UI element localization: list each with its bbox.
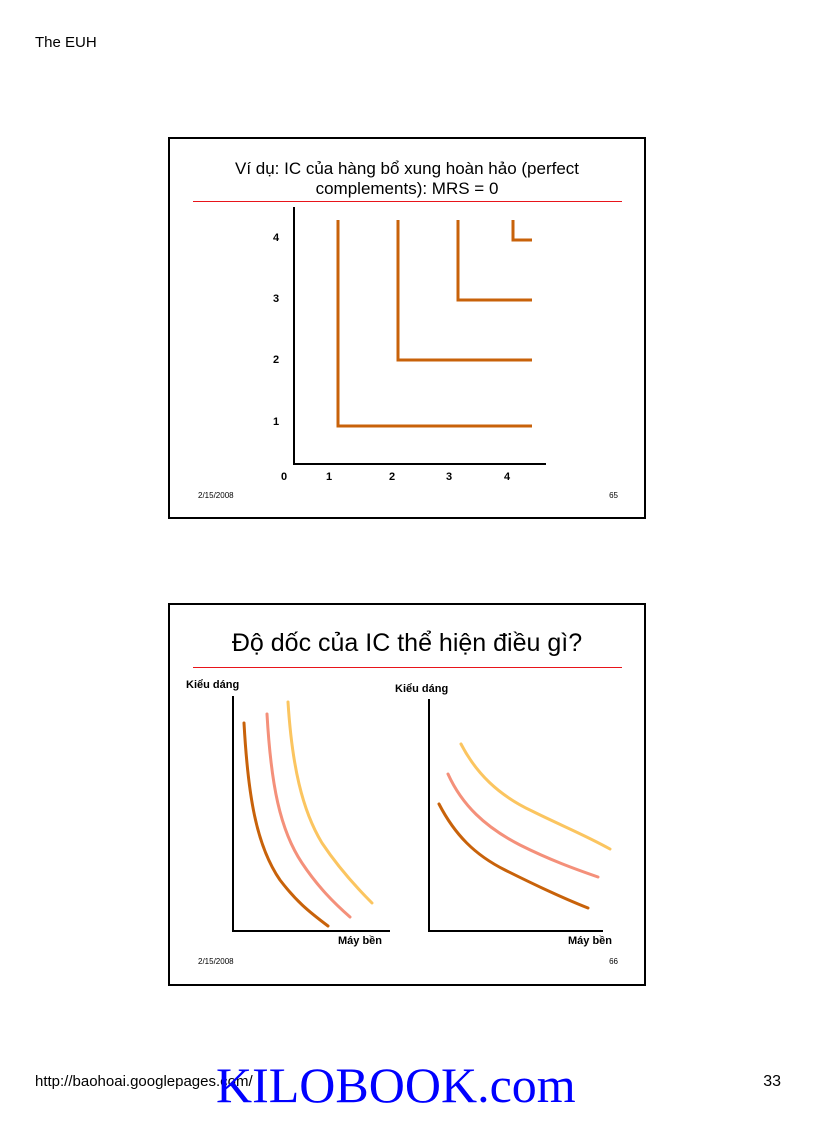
slide-title-line1: Ví dụ: IC của hàng bổ xung hoàn hảo (per… bbox=[234, 159, 580, 178]
page-header: The EUH bbox=[35, 34, 97, 51]
slide-66: Độ dốc của IC thể hiện điều gì? Kiểu dán… bbox=[168, 603, 646, 986]
svg-text:3: 3 bbox=[273, 293, 279, 305]
svg-text:2: 2 bbox=[273, 354, 279, 366]
ic-3 bbox=[456, 220, 532, 302]
ic-4 bbox=[511, 220, 532, 242]
slide-title: Ví dụ: IC của hàng bổ xung hoàn hảo (per… bbox=[170, 159, 644, 198]
svg-text:2: 2 bbox=[389, 471, 395, 483]
perfect-complements-chart: 4 3 2 1 0 1 2 3 4 bbox=[273, 207, 546, 483]
left-ic-3 bbox=[286, 700, 374, 905]
slide-number: 65 bbox=[609, 491, 618, 500]
left-ic-2 bbox=[265, 712, 352, 919]
left-x-label: Máy bền bbox=[338, 935, 382, 947]
x-tick-labels: 0 1 2 3 4 bbox=[281, 471, 511, 483]
ic-2 bbox=[396, 220, 532, 362]
slide-title-line2: complements): MRS = 0 bbox=[315, 178, 499, 198]
svg-text:0: 0 bbox=[281, 471, 287, 483]
page-number: 33 bbox=[763, 1073, 781, 1090]
svg-text:1: 1 bbox=[326, 471, 332, 483]
slide-number: 66 bbox=[609, 957, 618, 966]
left-ic-1 bbox=[242, 721, 330, 928]
watermark: KILOBOOK.com bbox=[216, 1057, 576, 1113]
slide-date: 2/15/2008 bbox=[198, 491, 234, 500]
ic-slope-charts: Kiểu dáng Máy bền Kiểu dáng Máy bền bbox=[186, 679, 612, 947]
svg-text:1: 1 bbox=[273, 416, 279, 428]
svg-text:4: 4 bbox=[273, 232, 280, 244]
right-x-label: Máy bền bbox=[568, 935, 612, 947]
right-y-label: Kiểu dáng bbox=[395, 683, 448, 695]
left-y-label: Kiểu dáng bbox=[186, 679, 239, 691]
indifference-curves bbox=[336, 220, 532, 428]
svg-text:4: 4 bbox=[504, 471, 511, 483]
right-chart: Kiểu dáng Máy bền bbox=[395, 683, 612, 947]
right-ic-1 bbox=[437, 802, 590, 910]
slide-date: 2/15/2008 bbox=[198, 957, 234, 966]
title-underline bbox=[193, 201, 622, 202]
title-underline bbox=[193, 667, 622, 668]
slide-title: Độ dốc của IC thể hiện điều gì? bbox=[231, 629, 583, 657]
y-tick-labels: 4 3 2 1 bbox=[273, 232, 280, 428]
footer-url-link[interactable]: http://baohoai.googlepages.com/ bbox=[35, 1073, 253, 1090]
slide-65: Ví dụ: IC của hàng bổ xung hoàn hảo (per… bbox=[168, 137, 646, 519]
left-chart: Kiểu dáng Máy bền bbox=[186, 679, 390, 947]
right-ic-2 bbox=[446, 772, 600, 879]
right-ic-3 bbox=[459, 742, 612, 851]
svg-text:3: 3 bbox=[446, 471, 452, 483]
ic-1 bbox=[336, 220, 532, 428]
